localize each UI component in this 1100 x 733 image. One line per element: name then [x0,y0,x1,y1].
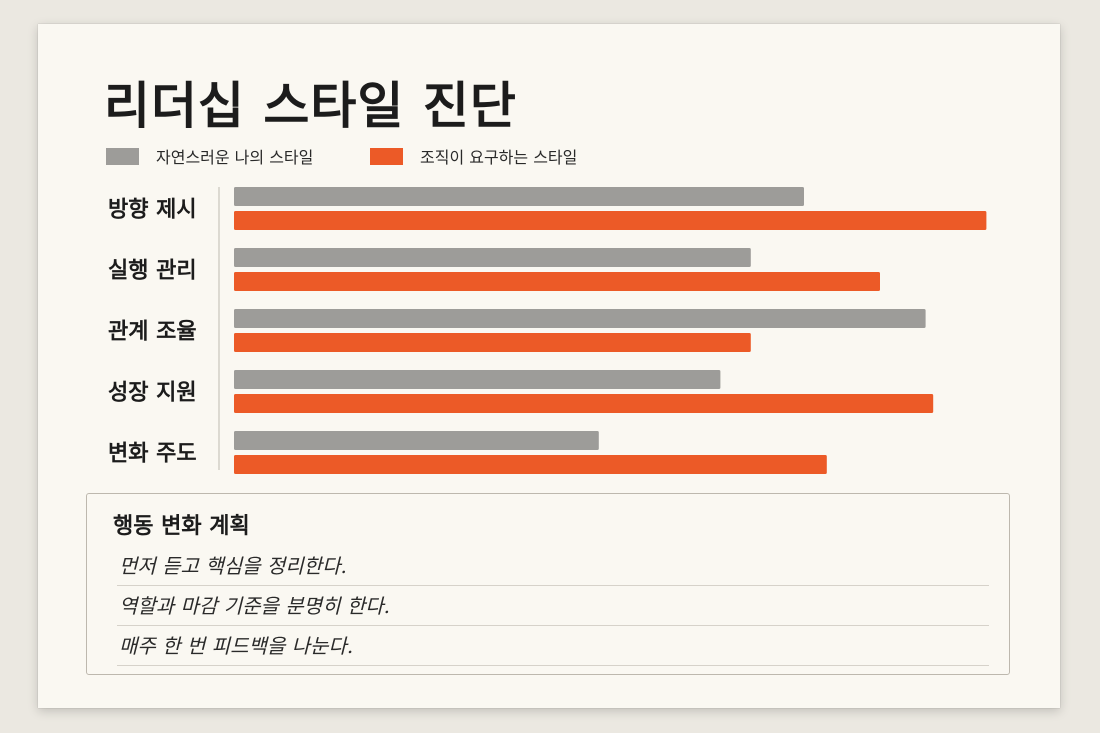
bar-required [234,333,751,352]
bar-natural [234,187,804,206]
bar-required [234,394,934,413]
bar-natural [234,370,721,389]
category-label: 실행 관리 [108,259,197,284]
legend-label-natural: 자연스러운 나의 스타일 [156,148,314,167]
action-plan-line-3: 매주 한 번 피드백을 나눈다. [117,626,989,666]
category-label: 변화 주도 [108,442,197,467]
action-plan-line-2: 역할과 마감 기준을 분명히 한다. [117,586,989,626]
legend-label-required: 조직이 요구하는 스타일 [420,148,578,167]
category-label: 관계 조율 [108,320,197,345]
bar-natural [234,248,751,267]
action-plan-title: 행동 변화 계획 [113,514,250,539]
legend: 자연스러운 나의 스타일 조직이 요구하는 스타일 [38,144,1060,168]
legend-item-natural: 자연스러운 나의 스타일 [106,144,313,168]
diagnosis-card: 리더십 스타일 진단 자연스러운 나의 스타일 조직이 요구하는 스타일 방향 … [38,24,1060,708]
legend-swatch-required [370,147,403,165]
action-plan-line-1: 먼저 듣고 핵심을 정리한다. [117,546,989,586]
category-label: 방향 제시 [108,198,197,223]
page-title: 리더십 스타일 진단 [104,77,517,135]
legend-swatch-natural [106,147,139,165]
category-label: 성장 지원 [108,381,197,406]
bar-required [234,455,827,474]
bar-natural [234,309,926,328]
bar-required [234,211,987,230]
action-plan-box: 행동 변화 계획 먼저 듣고 핵심을 정리한다. 역할과 마감 기준을 분명히 … [86,493,1010,675]
legend-item-required: 조직이 요구하는 스타일 [370,144,577,168]
bar-natural [234,431,599,450]
bar-required [234,272,880,291]
